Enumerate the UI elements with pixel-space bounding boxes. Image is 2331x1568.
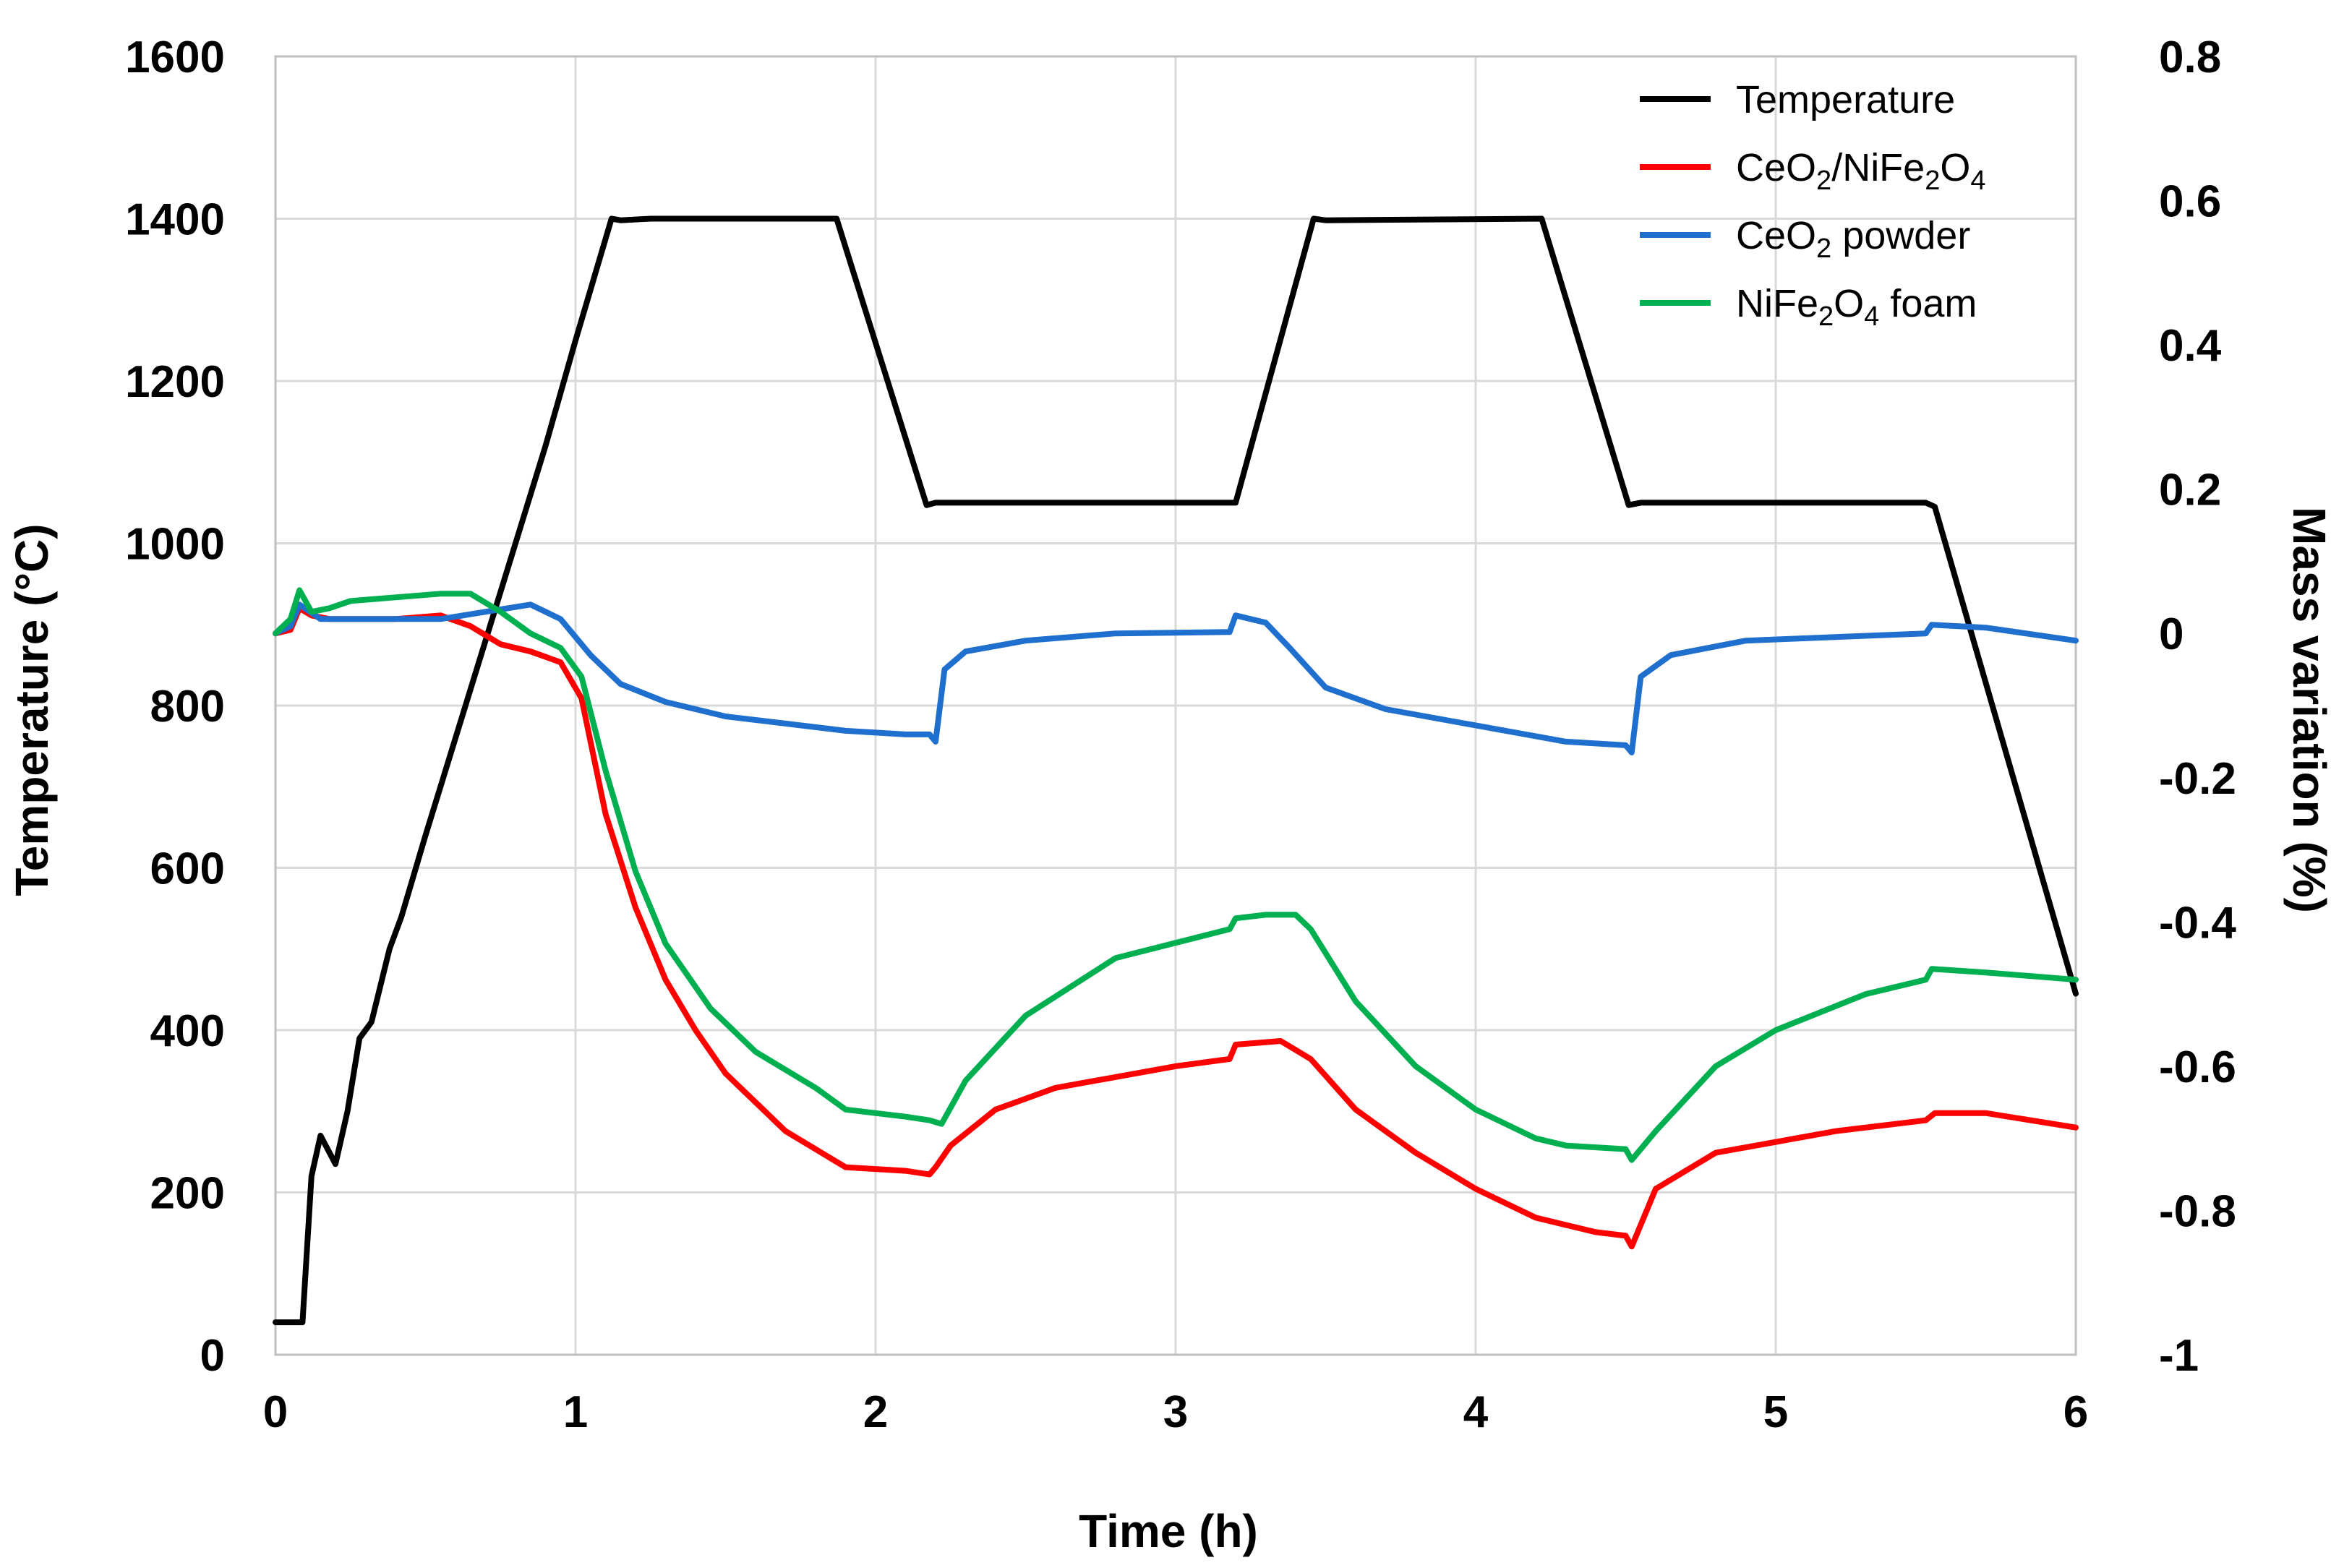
y2-tick-label: -0.4 bbox=[2159, 898, 2236, 948]
y2-tick-label: 0.4 bbox=[2159, 321, 2222, 371]
y2-tick-label: -0.8 bbox=[2159, 1186, 2236, 1236]
series-line-foam bbox=[273, 587, 2079, 1163]
y-tick-label: 1600 bbox=[125, 33, 225, 82]
y-axis-title: Temperature (°C) bbox=[6, 523, 58, 896]
y-tick-label: 1000 bbox=[125, 520, 225, 570]
x-tick-label: 4 bbox=[1463, 1387, 1489, 1437]
y2-tick-label: 0 bbox=[2159, 609, 2184, 659]
y2-tick-label: -1 bbox=[2159, 1331, 2199, 1381]
legend-label: Temperature bbox=[1736, 78, 1955, 121]
y-tick-label: 400 bbox=[150, 1006, 225, 1056]
y2-tick-label: 0.8 bbox=[2159, 33, 2221, 82]
y-tick-label: 600 bbox=[150, 844, 225, 894]
series-line-ceo2 bbox=[273, 601, 2079, 755]
y2-tick-label: -0.6 bbox=[2159, 1042, 2236, 1092]
legend-label: NiFe2O4 foam bbox=[1736, 282, 1977, 332]
y2-tick-label: 0.6 bbox=[2159, 177, 2221, 227]
legend-label: CeO2/NiFe2O4 bbox=[1736, 146, 1986, 196]
x-tick-label: 0 bbox=[263, 1387, 288, 1437]
y-tick-label: 200 bbox=[150, 1169, 225, 1219]
legend-item-temperature: Temperature bbox=[1640, 78, 1955, 121]
x-tick-label: 6 bbox=[2063, 1387, 2088, 1437]
legend-item-ceo2: CeO2 powder bbox=[1640, 214, 1970, 264]
y2-tick-label: -0.2 bbox=[2159, 754, 2236, 804]
x-tick-label: 5 bbox=[1763, 1387, 1788, 1437]
legend: Temperature CeO2/NiFe2O4 CeO2 powder NiFe2O… bbox=[1640, 78, 1986, 332]
x-axis-title: Time (h) bbox=[1079, 1505, 1258, 1557]
y-tick-label: 0 bbox=[200, 1331, 225, 1381]
y-tick-label: 1400 bbox=[125, 195, 225, 245]
legend-item-foam: NiFe2O4 foam bbox=[1640, 282, 1977, 332]
y2-tick-label: 0.2 bbox=[2159, 466, 2221, 515]
y2-axis-title: Mass variation (%) bbox=[2283, 507, 2331, 913]
plot-frame bbox=[274, 55, 2077, 1356]
legend-item-composite: CeO2/NiFe2O4 bbox=[1640, 146, 1986, 196]
series-layer bbox=[273, 215, 2079, 1326]
tick-layer: 0 200 400 600 800 1000 1200 1400 1600 0 1 2 3 4 5 6 -1 -0… bbox=[125, 33, 2236, 1437]
y-tick-label: 1200 bbox=[125, 357, 225, 407]
x-tick-label: 1 bbox=[563, 1387, 588, 1437]
x-tick-label: 3 bbox=[1163, 1387, 1188, 1437]
series-line-temperature bbox=[273, 215, 2079, 1326]
y-tick-label: 800 bbox=[150, 682, 225, 732]
x-tick-label: 2 bbox=[863, 1387, 888, 1437]
legend-label: CeO2 powder bbox=[1736, 214, 1970, 264]
grid-layer bbox=[274, 55, 2077, 1356]
